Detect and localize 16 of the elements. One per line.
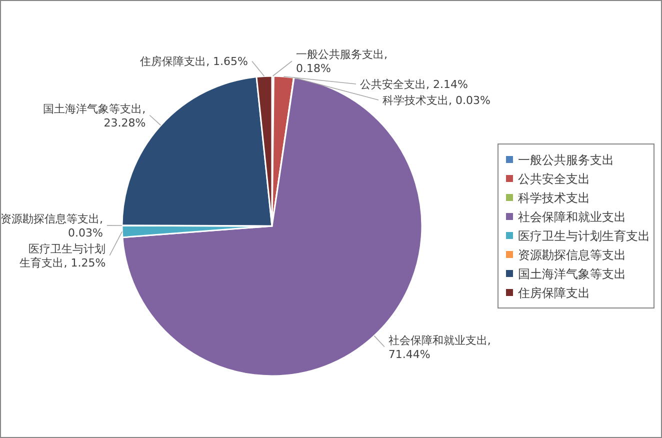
- data-label: 社会保障和就业支出, 71.44%: [388, 334, 491, 361]
- data-label: 医疗卫生与计划生育支出, 1.25%: [20, 242, 106, 270]
- legend-label: 医疗卫生与计划生育支出: [518, 229, 650, 243]
- data-label: 国土海洋气象等支出, 23.28%: [43, 102, 146, 130]
- legend-label: 资源勘探信息等支出: [518, 248, 626, 262]
- data-label: 公共安全支出, 2.14%: [360, 78, 468, 92]
- legend-label: 公共安全支出: [518, 172, 590, 186]
- legend-label: 国土海洋气象等支出: [518, 267, 626, 281]
- legend-label: 一般公共服务支出: [518, 153, 614, 167]
- data-label: 科学技术支出, 0.03%: [382, 94, 490, 108]
- legend-label: 社会保障和就业支出: [518, 210, 626, 224]
- legend-label: 住房保障支出: [517, 286, 590, 300]
- data-label: 住房保障支出, 1.65%: [140, 55, 248, 68]
- data-label: 资源勘探信息等支出, 0.03%: [0, 212, 103, 240]
- data-label: 一般公共服务支出, 0.18%: [296, 48, 388, 76]
- legend-label: 科学技术支出: [518, 191, 590, 205]
